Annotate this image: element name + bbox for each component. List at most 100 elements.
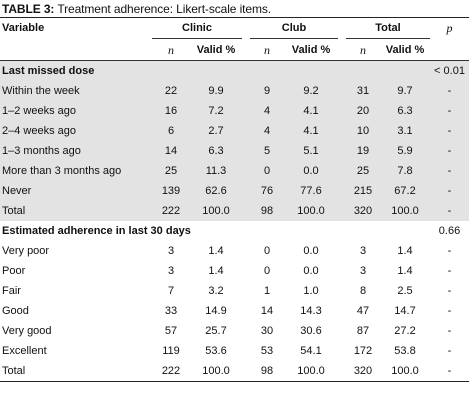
section-header-row: Estimated adherence in last 30 days 0.66 bbox=[0, 221, 469, 241]
club-n: 1 bbox=[263, 285, 271, 297]
table-row: 2–4 weeks ago 6 2.7 4 4.1 10 3.1- bbox=[0, 121, 469, 141]
clinic-valid: 1.4 bbox=[208, 265, 224, 277]
clinic-n: 14 bbox=[152, 141, 190, 161]
section-header-row: Last missed dose < 0.01 bbox=[0, 60, 469, 81]
clinic-n: 139 bbox=[152, 181, 190, 201]
header-group-club: Club bbox=[250, 17, 338, 39]
header-total-valid: Valid % bbox=[380, 38, 430, 61]
clinic-n: 22 bbox=[152, 81, 190, 101]
total-n: 87 bbox=[356, 325, 370, 337]
club-n: 98 bbox=[250, 201, 284, 221]
total-n: 3 bbox=[359, 245, 367, 257]
club-valid: 4.1 bbox=[284, 101, 338, 121]
club-n: 0 bbox=[263, 245, 271, 257]
row-p: - bbox=[430, 161, 469, 181]
table-caption: TABLE 3: Treatment adherence: Likert-sca… bbox=[2, 2, 271, 16]
clinic-n: 3 bbox=[167, 245, 175, 257]
row-label: More than 3 months ago bbox=[0, 161, 152, 181]
row-p: - bbox=[430, 361, 469, 382]
total-n: 172 bbox=[353, 345, 373, 357]
club-valid: 54.1 bbox=[300, 345, 322, 357]
total-n: 215 bbox=[346, 181, 380, 201]
club-valid: 100.0 bbox=[284, 201, 338, 221]
club-valid: 14.3 bbox=[300, 305, 322, 317]
club-valid: 0.0 bbox=[303, 245, 319, 257]
header-club-n: n bbox=[250, 38, 284, 61]
row-p: - bbox=[447, 245, 452, 257]
table-row: Excellent 119 53.6 53 54.1 172 53.8 - bbox=[0, 341, 469, 361]
row-label: 2–4 weeks ago bbox=[0, 121, 152, 141]
clinic-valid: 25.7 bbox=[205, 325, 227, 337]
row-p: - bbox=[447, 345, 452, 357]
clinic-n: 222 bbox=[152, 361, 190, 382]
clinic-valid: 3.2 bbox=[208, 285, 224, 297]
clinic-valid: 6.3 bbox=[190, 141, 242, 161]
row-p: - bbox=[430, 121, 469, 141]
total-valid: 100.0 bbox=[380, 361, 430, 382]
total-n: 10 bbox=[346, 121, 380, 141]
clinic-n: 25 bbox=[152, 161, 190, 181]
table-row: Good 33 14.9 14 14.3 47 14.7 - bbox=[0, 301, 469, 321]
header-clinic-valid: Valid % bbox=[190, 38, 242, 61]
header-clinic-n: n bbox=[152, 38, 190, 61]
clinic-n: 3 bbox=[167, 265, 175, 277]
club-valid: 9.2 bbox=[284, 81, 338, 101]
clinic-valid: 7.2 bbox=[190, 101, 242, 121]
total-n: 3 bbox=[359, 265, 367, 277]
table-row: Fair 7 3.2 1 1.0 8 2.5 - bbox=[0, 281, 469, 301]
header-total-n: n bbox=[346, 38, 380, 61]
club-n: 30 bbox=[260, 325, 274, 337]
total-valid: 5.9 bbox=[380, 141, 430, 161]
clinic-n: 6 bbox=[152, 121, 190, 141]
clinic-n: 119 bbox=[162, 345, 180, 357]
total-valid: 67.2 bbox=[380, 181, 430, 201]
table-row: Total 222 100.0 98 100.0 320 100.0- bbox=[0, 201, 469, 221]
header-row-groups: Variable Clinic Club Total p bbox=[0, 17, 469, 39]
total-valid: 9.7 bbox=[380, 81, 430, 101]
header-club-valid: Valid % bbox=[284, 38, 338, 61]
header-row-sub: n Valid % n Valid % n Valid % bbox=[0, 38, 469, 61]
caption-text: Treatment adherence: Likert-scale items. bbox=[54, 2, 271, 16]
row-label: Very poor bbox=[2, 245, 50, 257]
header-group-clinic: Clinic bbox=[152, 17, 242, 39]
row-p: - bbox=[447, 265, 452, 277]
table-row: Poor 3 1.4 0 0.0 3 1.4 - bbox=[0, 261, 469, 281]
clinic-valid: 62.6 bbox=[190, 181, 242, 201]
row-p: - bbox=[430, 201, 469, 221]
table-row: 1–2 weeks ago 16 7.2 4 4.1 20 6.3- bbox=[0, 101, 469, 121]
total-n: 25 bbox=[346, 161, 380, 181]
section-p-value: < 0.01 bbox=[430, 60, 469, 81]
club-valid: 100.0 bbox=[284, 361, 338, 382]
row-p: - bbox=[430, 101, 469, 121]
section-p-value: 0.66 bbox=[438, 225, 461, 237]
club-n: 14 bbox=[260, 305, 274, 317]
club-valid: 0.0 bbox=[284, 161, 338, 181]
clinic-valid: 14.9 bbox=[205, 305, 227, 317]
row-label: Within the week bbox=[0, 81, 152, 101]
total-valid: 3.1 bbox=[380, 121, 430, 141]
row-label: Total bbox=[0, 361, 152, 382]
club-n: 5 bbox=[250, 141, 284, 161]
row-p: - bbox=[447, 305, 452, 317]
header-variable: Variable bbox=[0, 17, 152, 39]
table-body: Last missed dose < 0.01 Within the week 22 9… bbox=[0, 60, 469, 382]
row-label: Fair bbox=[2, 285, 21, 297]
total-valid: 1.4 bbox=[397, 265, 413, 277]
total-valid: 2.5 bbox=[397, 285, 413, 297]
row-p: - bbox=[430, 81, 469, 101]
total-n: 320 bbox=[346, 361, 380, 382]
club-n: 0 bbox=[263, 265, 271, 277]
total-valid: 1.4 bbox=[397, 245, 413, 257]
header-group-total: Total bbox=[346, 17, 430, 39]
total-n: 8 bbox=[359, 285, 367, 297]
row-label: Never bbox=[0, 181, 152, 201]
clinic-valid: 2.7 bbox=[190, 121, 242, 141]
table-row: Very poor 3 1.4 0 0.0 3 1.4 - bbox=[0, 241, 469, 261]
row-label: Total bbox=[0, 201, 152, 221]
row-p: - bbox=[447, 285, 452, 297]
clinic-valid: 9.9 bbox=[190, 81, 242, 101]
clinic-valid: 11.3 bbox=[190, 161, 242, 181]
table-row: Total 222 100.0 98 100.0 320 100.0- bbox=[0, 361, 469, 382]
clinic-valid: 100.0 bbox=[190, 201, 242, 221]
